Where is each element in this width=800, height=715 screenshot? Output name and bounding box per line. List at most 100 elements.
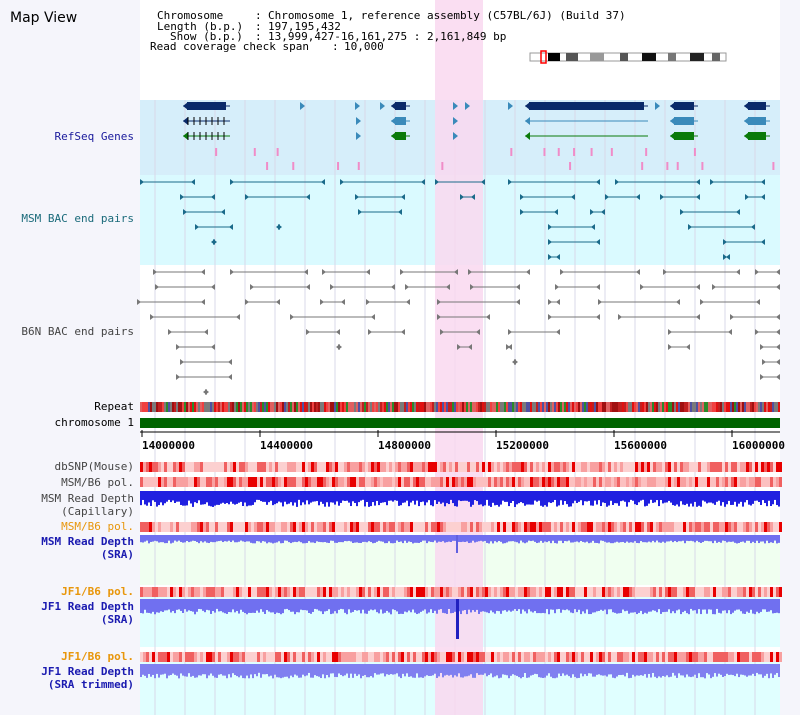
polymorphism-cell: [395, 462, 398, 472]
read-depth-bar: [710, 599, 712, 610]
read-depth-bar: [654, 664, 656, 677]
read-depth-bar: [234, 491, 236, 505]
track-label-jf1-trim[interactable]: JF1 Read Depth: [41, 665, 134, 678]
read-depth-bar: [556, 599, 558, 610]
polymorphism-cell: [716, 652, 719, 662]
read-depth-bar: [148, 491, 150, 503]
read-depth-bar: [316, 491, 318, 502]
read-depth-bar: [372, 664, 374, 678]
read-depth-bar: [448, 535, 450, 542]
polymorphism-cell: [341, 522, 344, 532]
track-label-msm-depth-sra[interactable]: MSM Read Depth: [41, 535, 134, 548]
track-label-msm-b6-pol-1[interactable]: MSM/B6 pol.: [61, 476, 134, 489]
track-label-dbsnp[interactable]: dbSNP(Mouse): [54, 460, 134, 473]
repeat-element: [464, 402, 466, 412]
read-depth-bar: [284, 535, 286, 541]
ideogram-band: [690, 53, 704, 61]
repeat-element: [298, 402, 300, 412]
read-depth-bar: [184, 599, 186, 610]
polymorphism-cell: [707, 462, 710, 472]
bac-end: [168, 329, 172, 335]
read-depth-bar: [496, 491, 498, 505]
polymorphism-cell: [272, 522, 275, 532]
polymorphism-cell: [503, 477, 506, 487]
track-label-chromosome[interactable]: chromosome 1: [54, 416, 134, 429]
read-depth-bar: [656, 664, 658, 679]
polymorphism-cell: [305, 477, 308, 487]
read-depth-bar: [370, 535, 372, 542]
polymorphism-cell: [257, 587, 260, 597]
track-label-msm-b6-pol-2[interactable]: MSM/B6 pol.: [61, 520, 134, 533]
read-depth-bar: [232, 664, 234, 674]
read-depth-bar: [176, 535, 178, 542]
polymorphism-cell: [344, 587, 347, 597]
polymorphism-cell: [752, 477, 755, 487]
polymorphism-cell: [182, 587, 185, 597]
repeat-element: [552, 402, 554, 412]
polymorphism-cell: [698, 522, 701, 532]
polymorphism-cell: [728, 652, 731, 662]
polymorphism-cell: [158, 522, 161, 532]
repeat-element: [254, 402, 256, 412]
polymorphism-cell: [434, 587, 437, 597]
read-depth-bar: [182, 599, 184, 613]
polymorphism-cell: [305, 462, 308, 472]
polymorphism-cell: [572, 522, 575, 532]
read-depth-bar: [502, 664, 504, 675]
polymorphism-cell: [335, 462, 338, 472]
polymorphism-cell: [710, 652, 713, 662]
repeat-element: [504, 402, 506, 412]
bac-end: [405, 284, 409, 290]
bac-end: [366, 299, 370, 305]
read-depth-bar: [330, 491, 332, 503]
track-label-jf1-depth-sra[interactable]: JF1 Read Depth: [41, 600, 134, 613]
polymorphism-cell: [695, 522, 698, 532]
polymorphism-cell: [749, 587, 752, 597]
read-depth-bar: [510, 664, 512, 676]
read-depth-bar: [554, 491, 556, 500]
read-depth-bar: [498, 599, 500, 612]
polymorphism-cell: [236, 587, 239, 597]
read-depth-bar: [162, 664, 164, 675]
track-label-msm-depth-sra-sub: (SRA): [100, 548, 134, 561]
polymorphism-cell: [518, 652, 521, 662]
track-label-jf1-b6-pol-2[interactable]: JF1/B6 pol.: [61, 650, 134, 663]
track-label-jf1-b6-pol-1[interactable]: JF1/B6 pol.: [61, 585, 134, 598]
track-label-b6n-bac[interactable]: B6N BAC end pairs: [21, 325, 134, 338]
track-label-refseq[interactable]: RefSeq Genes: [54, 130, 134, 143]
read-depth-bar: [622, 491, 624, 501]
read-depth-bar: [344, 664, 346, 676]
read-depth-bar: [394, 664, 396, 675]
read-depth-bar: [302, 599, 304, 611]
polymorphism-cell: [194, 462, 197, 472]
read-depth-bar: [404, 664, 406, 677]
read-depth-bar: [322, 491, 324, 504]
read-depth-bar: [276, 491, 278, 504]
read-depth-bar: [552, 491, 554, 503]
repeat-element: [244, 402, 246, 412]
polymorphism-cell: [572, 652, 575, 662]
track-label-repeat[interactable]: Repeat: [94, 400, 134, 413]
read-depth-bar: [608, 599, 610, 610]
track-label-msm-depth-cap[interactable]: MSM Read Depth: [41, 492, 134, 505]
polymorphism-cell: [419, 462, 422, 472]
repeat-element: [624, 402, 626, 412]
polymorphism-cell: [665, 652, 668, 662]
bac-end: [755, 329, 759, 335]
polymorphism-cell: [536, 477, 539, 487]
read-depth-bar: [646, 491, 648, 506]
read-depth-bar: [210, 664, 212, 674]
polymorphism-cell: [635, 652, 638, 662]
track-label-msm-bac[interactable]: MSM BAC end pairs: [21, 212, 134, 225]
read-depth-bar: [634, 664, 636, 677]
snp-mark: [590, 148, 593, 156]
read-depth-bar: [760, 535, 762, 542]
polymorphism-cell: [197, 462, 200, 472]
polymorphism-cell: [431, 477, 434, 487]
read-depth-bar: [590, 491, 592, 506]
gene-arrow: [525, 132, 530, 140]
polymorphism-cell: [305, 652, 308, 662]
repeat-element: [524, 402, 526, 412]
polymorphism-cell: [275, 587, 278, 597]
read-depth-bar: [428, 491, 430, 501]
